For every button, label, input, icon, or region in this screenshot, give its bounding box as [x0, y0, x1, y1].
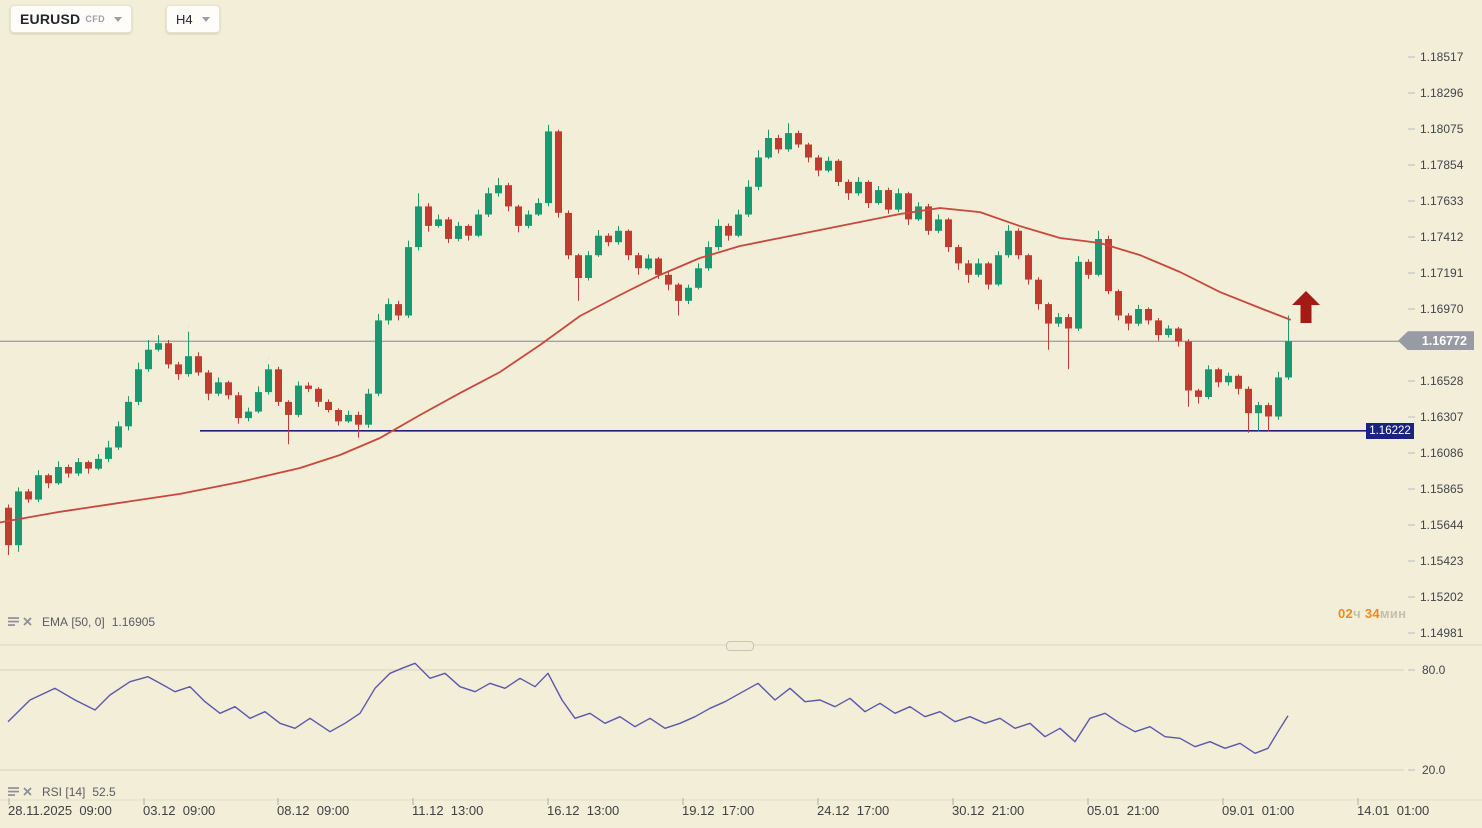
pane-resize-handle[interactable]: [726, 641, 754, 651]
time-tick-label: 11.12 13:00: [412, 803, 484, 818]
price-tick-label: 1.17633: [1420, 194, 1464, 208]
price-tick-label: 1.15423: [1420, 554, 1464, 568]
ema-legend-name: EMA [50, 0]: [42, 614, 105, 629]
timeframe-selector[interactable]: H4: [166, 5, 220, 33]
time-tick-label: 24.12 17:00: [817, 803, 890, 818]
indicator-remove-icon[interactable]: [23, 787, 32, 796]
price-tick-label: 1.17412: [1420, 230, 1464, 244]
rsi-legend: RSI [14] 52.5: [8, 784, 116, 799]
chevron-down-icon: [201, 16, 210, 22]
rsi-line: [7, 662, 1289, 754]
time-tick-label: 28.11.2025 09:00: [8, 803, 112, 818]
price-tick-label: 1.16970: [1420, 302, 1464, 316]
time-tick-label: 09.01 01:00: [1222, 803, 1295, 818]
symbol-name: EURUSD: [20, 11, 81, 27]
bar-close-countdown: 02ч 34мин: [1338, 606, 1406, 621]
time-tick-label: 05.01 21:00: [1087, 803, 1160, 818]
price-tick-label: 1.17854: [1420, 158, 1464, 172]
price-tick-label: 1.15202: [1420, 590, 1464, 604]
instrument-type-label: CFD: [85, 14, 106, 24]
indicator-settings-icon[interactable]: [8, 786, 19, 797]
ema-legend-value: 1.16905: [111, 614, 156, 629]
arrow-up-icon: [1292, 291, 1320, 323]
rsi-oversold-label: 20.0: [1422, 763, 1446, 777]
price-tick-label: 1.14981: [1420, 626, 1464, 640]
countdown-minutes: 34: [1364, 606, 1380, 621]
chevron-down-icon: [114, 16, 123, 22]
countdown-hours-unit: ч: [1353, 606, 1361, 621]
symbol-selector[interactable]: EURUSD CFD: [10, 5, 133, 33]
indicator-settings-icon[interactable]: [8, 616, 19, 627]
rsi-overbought-label: 80.0: [1422, 663, 1446, 677]
support-price-badge: 1.16222: [1366, 422, 1414, 439]
price-tick-label: 1.15644: [1420, 518, 1464, 532]
price-tick-label: 1.16307: [1420, 410, 1464, 424]
time-tick-label: 03.12 09:00: [143, 803, 216, 818]
time-tick-label: 14.01 01:00: [1357, 803, 1430, 818]
timeframe-value: H4: [176, 11, 193, 27]
price-tick-label: 1.18075: [1420, 122, 1464, 136]
countdown-hours: 02: [1338, 606, 1354, 621]
indicator-remove-icon[interactable]: [23, 617, 32, 626]
price-tick-label: 1.16528: [1420, 374, 1464, 388]
time-tick-label: 16.12 13:00: [547, 803, 620, 818]
price-tick-label: 1.17191: [1420, 266, 1464, 280]
time-tick-label: 08.12 09:00: [277, 803, 350, 818]
price-tick-label: 1.18517: [1420, 50, 1464, 64]
ema-legend: EMA [50, 0] 1.16905: [8, 614, 156, 629]
price-tick-label: 1.18296: [1420, 86, 1464, 100]
price-tick-label: 1.15865: [1420, 482, 1464, 496]
price-tick-label: 1.16086: [1420, 446, 1464, 460]
ema-line: [0, 207, 1291, 524]
countdown-minutes-unit: мин: [1379, 606, 1407, 621]
rsi-legend-name: RSI [14]: [42, 784, 86, 799]
up-arrow-drawing[interactable]: [1292, 291, 1320, 328]
chart-toolbar: EURUSD CFD H4: [10, 5, 220, 33]
current-price-badge: 1.16772: [1398, 331, 1474, 351]
rsi-legend-value: 52.5: [92, 784, 116, 799]
candlestick-series: [5, 123, 1292, 555]
time-tick-label: 19.12 17:00: [682, 803, 755, 818]
time-tick-label: 30.12 21:00: [952, 803, 1025, 818]
